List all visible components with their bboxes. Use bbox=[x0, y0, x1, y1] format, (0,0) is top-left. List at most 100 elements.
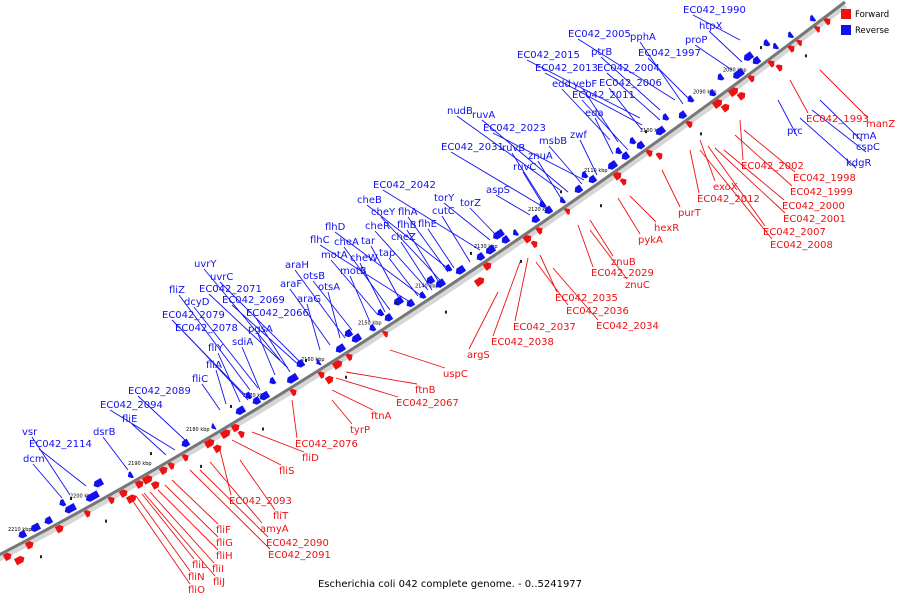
feature-marker bbox=[520, 259, 522, 263]
map-caption: Escherichia coli 042 complete genome. - … bbox=[318, 579, 582, 590]
reverse-label-line bbox=[799, 117, 857, 169]
feature-marker bbox=[470, 251, 472, 255]
reverse-label-line bbox=[708, 30, 743, 63]
feature-marker bbox=[105, 519, 107, 523]
reverse-gene-label: torY bbox=[434, 193, 455, 204]
tick-label: 2200 kbp bbox=[70, 493, 94, 499]
feature-marker bbox=[760, 46, 762, 50]
tick-label: 2080 kbp bbox=[723, 68, 747, 74]
reverse-label-line bbox=[334, 231, 421, 296]
forward-feature bbox=[612, 172, 622, 181]
forward-feature bbox=[795, 39, 802, 47]
reverse-gene-label: EC042_2114 bbox=[29, 439, 92, 450]
reverse-label-line bbox=[537, 160, 563, 201]
reverse-feature bbox=[455, 264, 467, 275]
forward-feature bbox=[787, 45, 795, 53]
legend-forward-swatch bbox=[841, 9, 851, 19]
reverse-label-line bbox=[38, 448, 87, 487]
reverse-gene-label: araH bbox=[285, 260, 309, 271]
reverse-feature bbox=[709, 88, 717, 97]
reverse-gene-label: araG bbox=[297, 294, 321, 305]
reverse-label-line bbox=[600, 56, 661, 111]
forward-gene-label: EC042_2012 bbox=[697, 194, 760, 205]
tick-label: 2130 kbp bbox=[474, 244, 498, 250]
forward-label-line bbox=[699, 139, 716, 182]
reverse-gene-label: EC042_2023 bbox=[483, 123, 546, 134]
forward-gene-label: fliN bbox=[188, 572, 205, 583]
forward-feature bbox=[107, 496, 115, 505]
forward-gene-label: EC042_1998 bbox=[793, 173, 856, 184]
reverse-label-line bbox=[178, 294, 251, 391]
reverse-gene-label: htpX bbox=[699, 21, 723, 32]
forward-feature bbox=[767, 60, 775, 68]
reverse-feature bbox=[344, 328, 354, 338]
reverse-gene-label: EC042_2006 bbox=[599, 78, 662, 89]
forward-gene-label: argS bbox=[467, 350, 490, 361]
reverse-gene-label: fliZ bbox=[169, 285, 185, 296]
reverse-gene-label: flhE bbox=[418, 219, 437, 230]
reverse-label-line bbox=[811, 109, 867, 153]
reverse-feature bbox=[435, 278, 447, 288]
forward-feature bbox=[720, 103, 730, 113]
reverse-label-line bbox=[606, 72, 661, 121]
forward-label-line bbox=[189, 469, 271, 550]
forward-feature bbox=[150, 481, 160, 490]
forward-label-line bbox=[345, 371, 418, 385]
reverse-feature bbox=[445, 264, 453, 272]
forward-label-line bbox=[335, 377, 399, 398]
reverse-gene-label: cheA bbox=[334, 237, 359, 248]
reverse-label-line bbox=[217, 352, 241, 403]
forward-gene-label: EC042_2008 bbox=[770, 240, 833, 251]
reverse-label-line bbox=[492, 132, 585, 181]
forward-gene-label: fliH bbox=[216, 551, 233, 562]
reverse-feature bbox=[30, 522, 42, 532]
forward-gene-label: EC042_2029 bbox=[591, 268, 654, 279]
reverse-feature bbox=[788, 31, 795, 39]
reverse-feature bbox=[85, 490, 100, 502]
forward-feature bbox=[655, 152, 663, 160]
reverse-label-line bbox=[694, 44, 733, 71]
forward-feature bbox=[522, 234, 532, 244]
reverse-feature bbox=[259, 390, 271, 401]
reverse-gene-label: otsB bbox=[303, 271, 325, 282]
reverse-feature bbox=[127, 471, 134, 479]
forward-feature bbox=[685, 120, 693, 129]
forward-feature bbox=[727, 87, 739, 98]
reverse-gene-label: EC042_2015 bbox=[517, 50, 580, 61]
reverse-feature bbox=[662, 113, 670, 121]
reverse-label-line bbox=[548, 145, 583, 185]
reverse-feature bbox=[369, 323, 377, 332]
reverse-gene-label: flhC bbox=[310, 235, 330, 246]
reverse-feature bbox=[93, 478, 105, 488]
reverse-label-line bbox=[647, 57, 693, 103]
forward-gene-label: znuC bbox=[625, 280, 650, 291]
reverse-label-line bbox=[577, 38, 676, 101]
forward-gene-label: EC042_2001 bbox=[783, 214, 846, 225]
reverse-feature bbox=[772, 42, 780, 50]
reverse-label-line bbox=[608, 87, 643, 131]
reverse-label-line bbox=[406, 229, 441, 285]
reverse-gene-label: EC042_2066 bbox=[246, 308, 309, 319]
reverse-feature bbox=[810, 14, 817, 22]
reverse-label-line bbox=[495, 194, 531, 216]
forward-feature bbox=[237, 430, 245, 439]
reverse-label-line bbox=[32, 463, 63, 499]
forward-feature bbox=[645, 149, 653, 158]
reverse-gene-label: EC042_2079 bbox=[162, 310, 225, 321]
forward-feature bbox=[158, 466, 168, 476]
reverse-gene-label: EC042_2069 bbox=[222, 295, 285, 306]
reverse-label-line bbox=[312, 280, 353, 331]
reverse-gene-label: dcyD bbox=[184, 297, 210, 308]
reverse-label-line bbox=[692, 14, 741, 41]
forward-feature bbox=[134, 480, 144, 489]
reverse-gene-label: otsA bbox=[318, 282, 340, 293]
forward-feature bbox=[736, 92, 746, 101]
reverse-feature bbox=[512, 229, 520, 236]
forward-label-line bbox=[157, 489, 219, 551]
forward-label-line bbox=[577, 224, 594, 268]
reverse-feature bbox=[426, 275, 436, 285]
forward-label-line bbox=[699, 149, 773, 240]
reverse-label-line bbox=[456, 115, 561, 191]
reverse-feature bbox=[18, 529, 28, 539]
